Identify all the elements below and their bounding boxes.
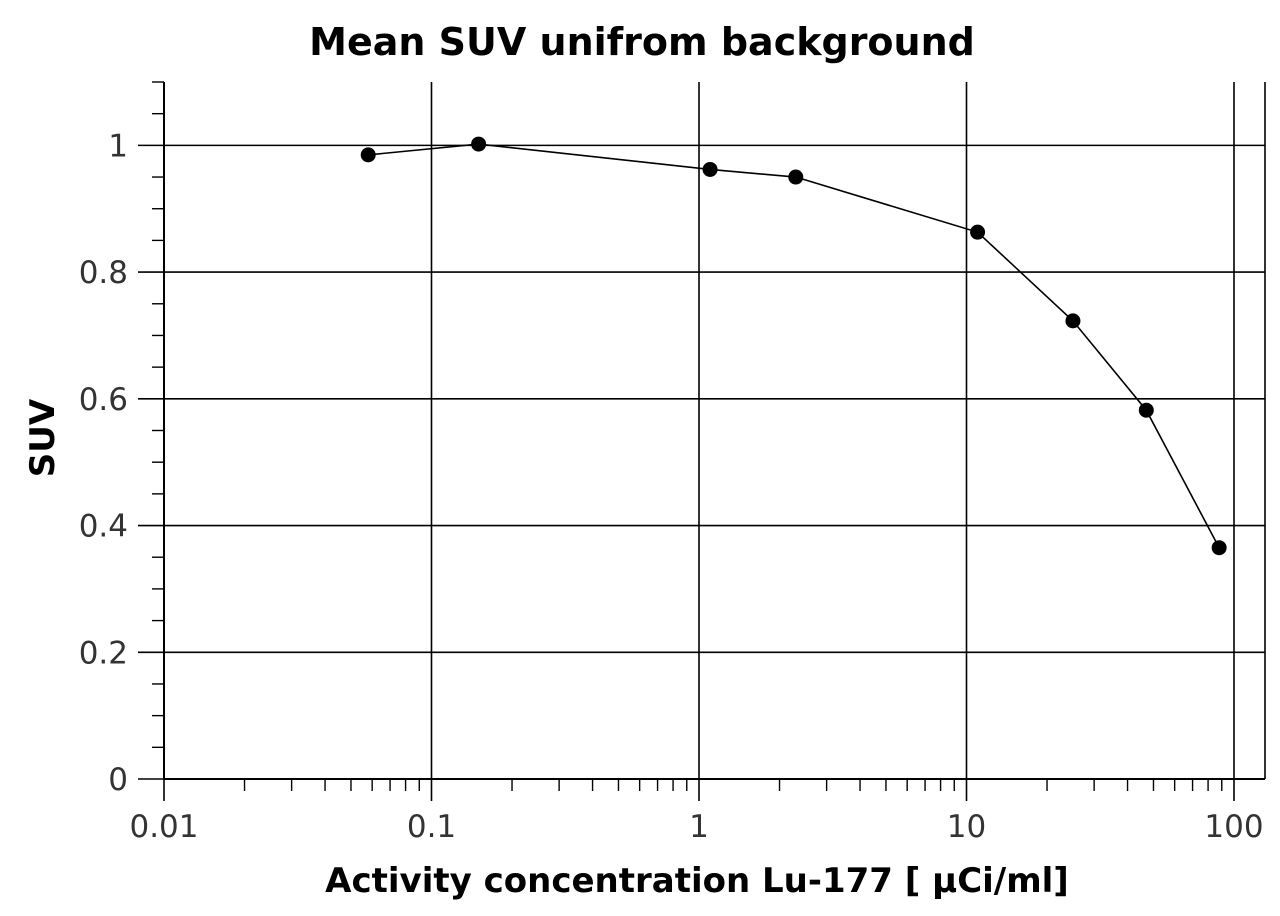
- data-point: [1138, 402, 1154, 418]
- y-tick-label: 0.2: [79, 635, 128, 671]
- x-tick-label: 100: [1204, 809, 1263, 845]
- data-point: [360, 147, 376, 163]
- grid: [164, 82, 1265, 779]
- y-tick-label: 0.8: [79, 255, 128, 291]
- y-tick-labels: 0 0.2 0.4 0.6 0.8 1: [79, 128, 128, 798]
- data-point: [970, 224, 986, 240]
- x-tick-label: 10: [947, 809, 986, 845]
- x-tick-label: 1: [689, 809, 709, 845]
- y-tick-label: 0: [108, 762, 128, 798]
- data-point: [788, 169, 804, 185]
- y-tick-label: 0.6: [79, 382, 128, 418]
- x-tick-labels: 0.01 0.1 1 10 100: [129, 809, 1263, 845]
- data-point: [1211, 540, 1227, 556]
- y-axis-label: SUV: [23, 398, 63, 477]
- y-tick-label: 0.4: [79, 509, 128, 545]
- data-point: [471, 136, 487, 152]
- x-tick-label: 0.1: [407, 809, 456, 845]
- data-point: [1065, 313, 1081, 329]
- x-axis-label: Activity concentration Lu-177 [ μCi/ml]: [325, 861, 1069, 901]
- minor-ticks: [152, 81, 1223, 791]
- data-point: [702, 161, 718, 177]
- x-tick-label: 0.01: [129, 809, 198, 845]
- series-line: [368, 143, 1220, 549]
- chart-title: Mean SUV unifrom background: [309, 20, 975, 64]
- data-markers: [360, 136, 1227, 556]
- y-tick-label: 1: [108, 128, 128, 164]
- axes: [138, 82, 1266, 801]
